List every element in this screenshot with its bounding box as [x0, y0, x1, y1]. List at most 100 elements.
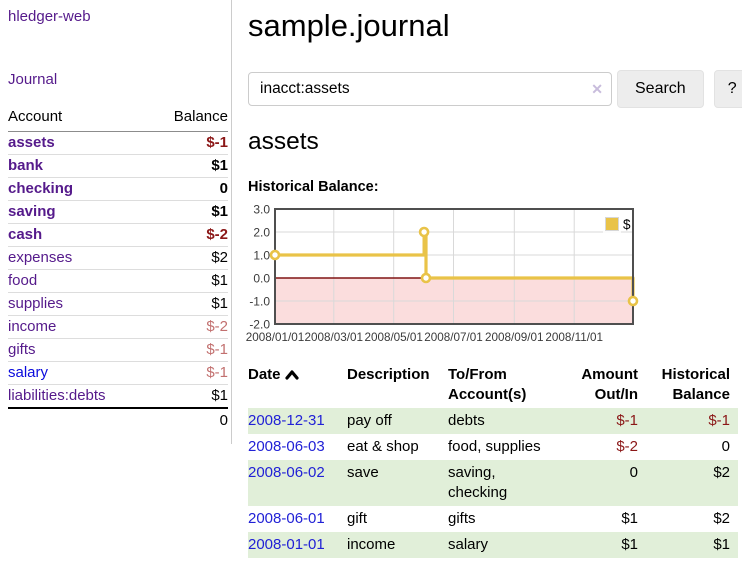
svg-text:-2.0: -2.0	[249, 318, 270, 332]
transaction-date-link[interactable]: 2008-06-02	[248, 464, 325, 481]
register-row: 2008-06-03 eat & shop food, supplies $-2 0	[248, 434, 738, 460]
svg-text:$: $	[623, 217, 631, 232]
register-date-cell: 2008-06-01	[248, 506, 347, 532]
register-balance-cell: $-1	[708, 412, 730, 429]
register-balance-cell: 0	[721, 438, 730, 455]
account-link[interactable]: bank	[8, 157, 44, 174]
account-link[interactable]: assets	[8, 134, 55, 151]
register-amount-cell: $1	[621, 536, 638, 553]
transaction-date-link[interactable]: 2008-06-01	[248, 510, 325, 527]
register-accounts-cell: saving, checking	[448, 464, 508, 501]
register-row: 2008-01-01 income salary $1 $1	[248, 532, 738, 558]
register-amount-cell: $-2	[616, 438, 638, 455]
account-row: cash $-2	[8, 223, 228, 247]
account-balance: $1	[149, 154, 228, 178]
register-accounts-cell: debts	[448, 412, 485, 429]
brand-link[interactable]: hledger-web	[8, 8, 91, 25]
register-date-cell: 2008-01-01	[248, 532, 347, 558]
register-description-cell: pay off	[347, 412, 392, 429]
register-header-date[interactable]: Date	[248, 363, 347, 408]
register-description-cell: eat & shop	[347, 438, 419, 455]
account-balance: $2	[149, 246, 228, 270]
accounts-header-account: Account	[8, 105, 150, 132]
clear-search-icon[interactable]: ✕	[591, 81, 603, 97]
register-header-accounts: To/From Account(s)	[448, 366, 527, 403]
sidebar-item-journal[interactable]: Journal	[8, 71, 58, 88]
accounts-header-balance: Balance	[149, 105, 228, 132]
register-accounts-cell: gifts	[448, 510, 476, 527]
account-link[interactable]: saving	[8, 203, 56, 220]
accounts-table: Account Balance assets $-1 bank $1 checking 0…	[8, 105, 228, 432]
account-balance: $1	[149, 269, 228, 293]
register-description-cell: save	[347, 464, 379, 481]
account-link[interactable]: salary	[8, 364, 49, 381]
account-balance: $-1	[149, 131, 228, 155]
svg-text:2008/11/01: 2008/11/01	[545, 331, 603, 344]
main-content: sample.journal ✕ Search ? assets Histori…	[246, 0, 742, 558]
search-button[interactable]: Search	[617, 70, 704, 108]
account-balance: 0	[149, 177, 228, 201]
register-amount-cell: 0	[629, 464, 638, 481]
account-link[interactable]: food	[8, 272, 38, 289]
chart-title: Historical Balance:	[248, 179, 379, 195]
account-row: food $1	[8, 269, 228, 293]
svg-text:-1.0: -1.0	[249, 295, 270, 309]
sort-ascending-icon	[284, 366, 299, 386]
transaction-date-link[interactable]: 2008-12-31	[248, 412, 325, 429]
svg-text:1.0: 1.0	[253, 249, 270, 263]
page-title: sample.journal	[248, 8, 450, 43]
account-row: income $-2	[8, 315, 228, 339]
register-description-cell: gift	[347, 510, 368, 527]
accounts-total-value: 0	[149, 407, 228, 432]
account-balance: $-1	[149, 338, 228, 362]
account-link[interactable]: gifts	[8, 341, 36, 358]
search-form: ✕ Search ?	[248, 70, 742, 108]
svg-text:2008/07/01: 2008/07/01	[424, 331, 483, 344]
account-link[interactable]: cash	[8, 226, 43, 243]
account-heading: assets	[248, 128, 319, 155]
transaction-date-link[interactable]: 2008-06-03	[248, 438, 325, 455]
svg-text:2008/09/01: 2008/09/01	[485, 331, 544, 344]
account-row: salary $-1	[8, 361, 228, 385]
register-row: 2008-06-02 save saving, checking 0 $2	[248, 460, 738, 506]
register-accounts-cell: salary	[448, 536, 489, 553]
help-button[interactable]: ?	[713, 70, 742, 108]
account-link[interactable]: checking	[8, 180, 74, 197]
svg-text:2008/01/01: 2008/01/01	[246, 331, 305, 344]
account-row: supplies $1	[8, 292, 228, 316]
register-amount-cell: $1	[621, 510, 638, 527]
svg-text:0.0: 0.0	[253, 272, 270, 286]
sidebar: hledger-web Journal Account Balance asse…	[0, 0, 232, 444]
account-row: checking 0	[8, 177, 228, 201]
account-link[interactable]: expenses	[8, 249, 73, 266]
register-row: 2008-06-01 gift gifts $1 $2	[248, 506, 738, 532]
register-header-amount: Amount Out/In	[581, 366, 638, 403]
accounts-total-label	[8, 407, 150, 432]
search-input[interactable]	[248, 72, 612, 106]
account-row: liabilities:debts $1	[8, 384, 228, 409]
svg-text:2008/03/01: 2008/03/01	[305, 331, 364, 344]
register-table: Date Description To/From Account(s) Amou…	[248, 363, 738, 558]
register-balance-cell: $1	[713, 536, 730, 553]
register-date-cell: 2008-12-31	[248, 408, 347, 434]
transaction-date-link[interactable]: 2008-01-01	[248, 536, 325, 553]
account-row: bank $1	[8, 154, 228, 178]
account-link[interactable]: income	[8, 318, 57, 335]
register-amount-cell: $-1	[616, 412, 638, 429]
account-link[interactable]: supplies	[8, 295, 64, 312]
account-link[interactable]: liabilities:debts	[8, 387, 106, 404]
register-header-description: Description	[347, 366, 430, 383]
account-balance: $1	[149, 200, 228, 224]
register-balance-cell: $2	[713, 464, 730, 481]
register-accounts-cell: food, supplies	[448, 438, 541, 455]
app-brand: hledger-web	[8, 8, 227, 25]
account-row: assets $-1	[8, 131, 228, 155]
account-balance: $-2	[149, 223, 228, 247]
account-balance: $1	[149, 384, 228, 409]
account-balance: $-2	[149, 315, 228, 339]
register-row: 2008-12-31 pay off debts $-1 $-1	[248, 408, 738, 434]
account-row: expenses $2	[8, 246, 228, 270]
register-description-cell: income	[347, 536, 396, 553]
svg-text:3.0: 3.0	[253, 203, 270, 217]
account-row: gifts $-1	[8, 338, 228, 362]
